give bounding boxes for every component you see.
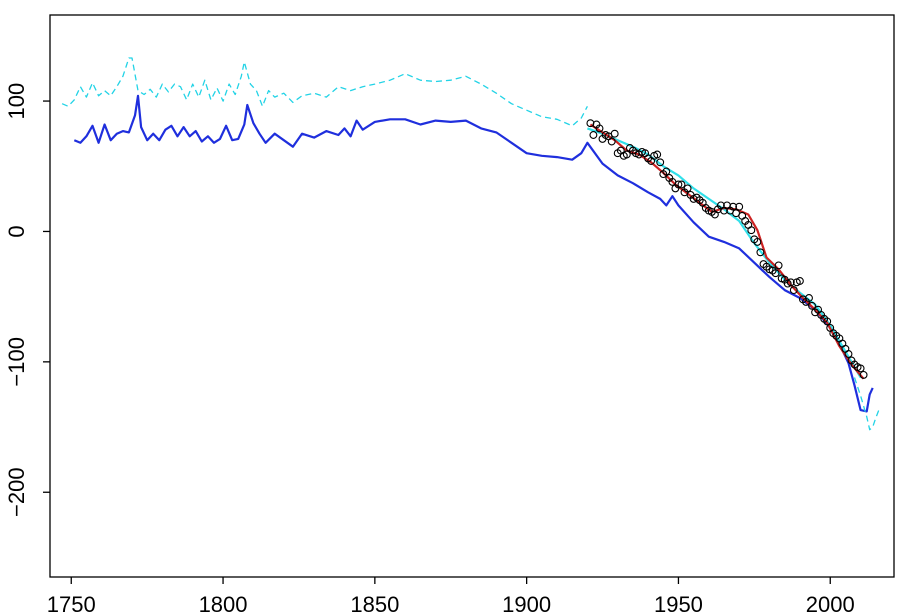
data-point	[677, 180, 686, 189]
y-tick-label: −100	[4, 337, 29, 387]
data-point	[735, 202, 744, 211]
x-tick-label: 1800	[199, 592, 248, 614]
plot-frame	[49, 14, 895, 578]
y-axis: 100 0 −100 −200	[4, 83, 50, 517]
data-point	[795, 277, 804, 285]
series-line-4	[587, 127, 862, 379]
series-line-1	[61, 57, 588, 127]
data-point	[656, 158, 665, 167]
data-point	[589, 131, 598, 139]
data-point	[729, 202, 738, 211]
data-point	[753, 237, 762, 246]
data-point	[747, 226, 756, 235]
x-tick-label: 1850	[350, 592, 399, 614]
x-axis: 1750 1800 1850 1900 1950 2000	[47, 577, 855, 614]
data-point	[856, 364, 865, 373]
data-point	[756, 248, 765, 257]
series-line-2	[73, 94, 874, 413]
y-tick-label: −200	[4, 467, 29, 517]
y-tick-label: 100	[4, 83, 29, 120]
data-point	[774, 261, 783, 270]
data-point	[622, 150, 631, 159]
y-tick-label: 0	[4, 225, 29, 237]
data-point	[786, 278, 795, 287]
data-point	[653, 150, 662, 159]
x-tick-label: 1750	[47, 592, 96, 614]
x-tick-label: 1950	[654, 592, 703, 614]
data-point	[771, 269, 780, 278]
x-tick-label: 1900	[502, 592, 551, 614]
data-point	[595, 124, 604, 133]
data-point	[662, 167, 671, 176]
data-point	[823, 317, 832, 326]
data-point	[610, 129, 619, 138]
data-point	[844, 350, 853, 358]
data-point	[789, 286, 798, 295]
series-points	[586, 119, 868, 379]
data-point	[607, 137, 616, 146]
data-point	[683, 184, 692, 193]
data-point	[805, 294, 813, 302]
x-tick-label: 2000	[806, 592, 855, 614]
data-point	[808, 301, 816, 310]
plot-series	[61, 57, 880, 431]
data-point	[674, 180, 683, 189]
series-line-5	[589, 123, 865, 380]
data-point	[859, 370, 868, 379]
series-line-3	[853, 377, 880, 431]
